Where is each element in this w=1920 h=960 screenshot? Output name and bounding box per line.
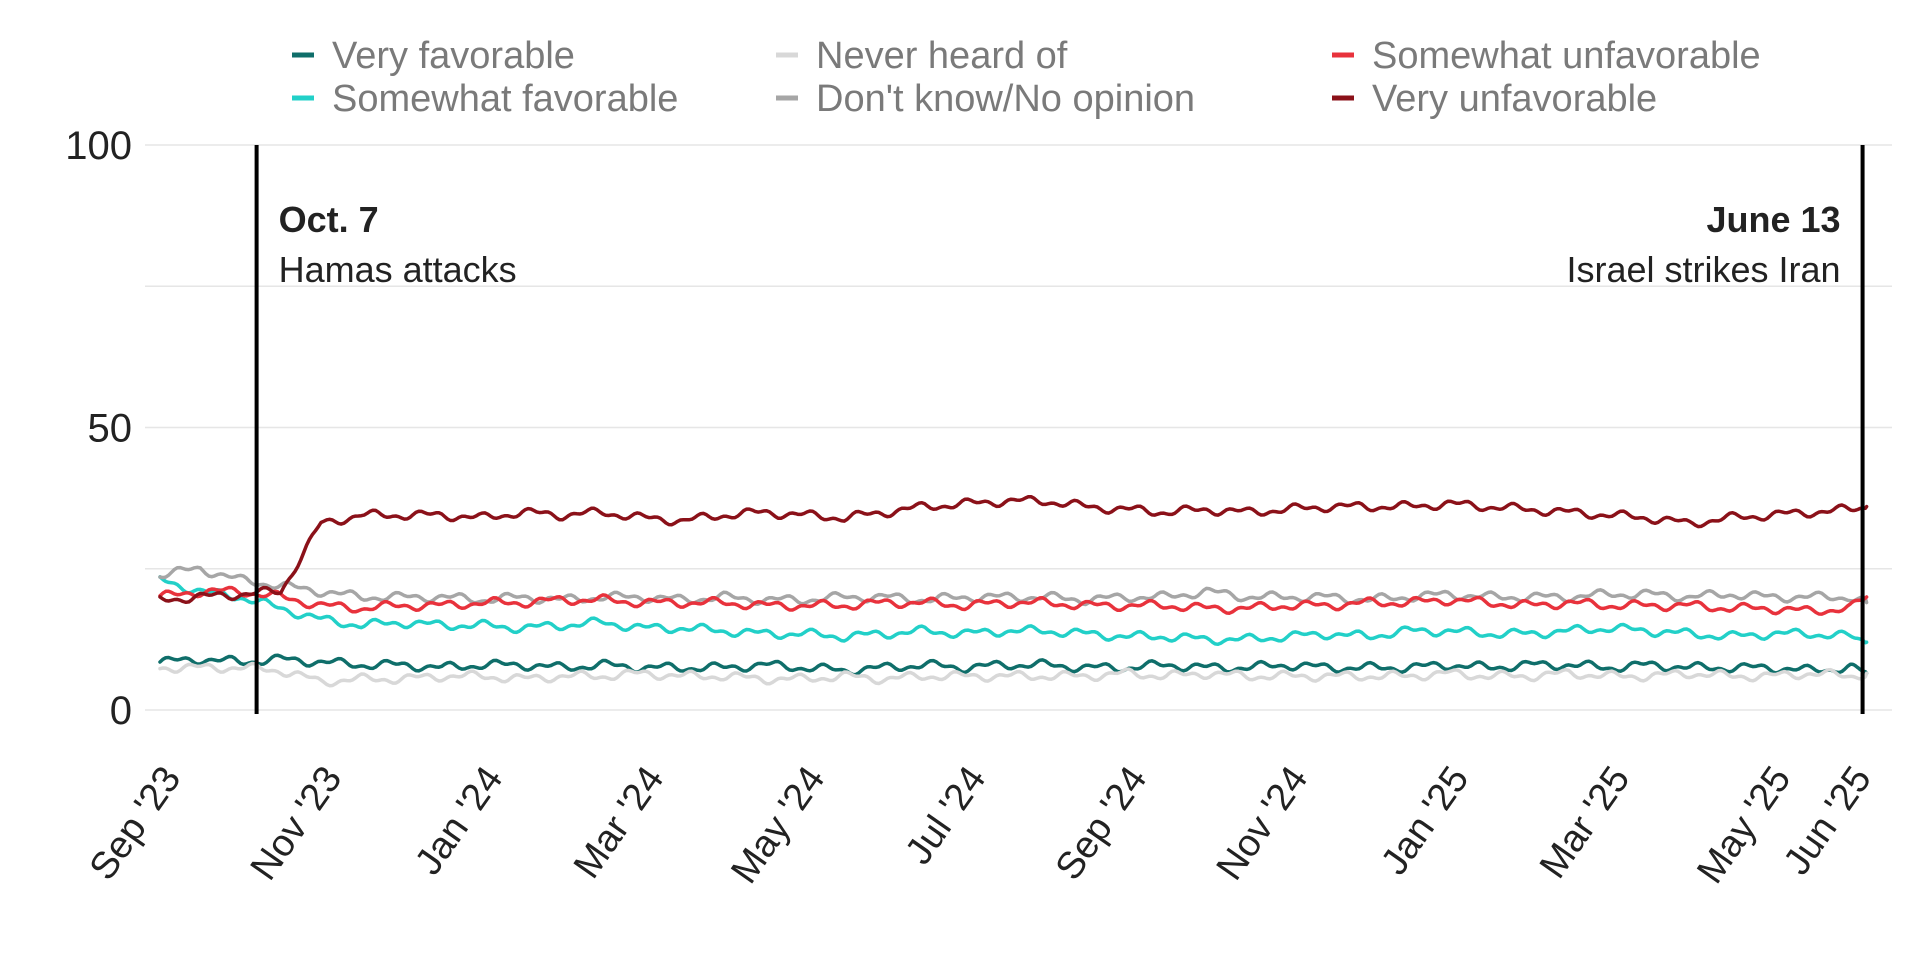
- annotation-subtitle: Israel strikes Iran: [1566, 249, 1840, 290]
- legend-label: Somewhat unfavorable: [1372, 35, 1761, 77]
- annotations: Oct. 7 Hamas attacks June 13 Israel strikes…: [254, 145, 1865, 714]
- x-tick-label: Jun '25: [1776, 759, 1880, 883]
- x-tick-label: May '24: [723, 759, 833, 891]
- x-tick-label: Nov '23: [243, 759, 351, 888]
- x-tick-label: Mar '24: [566, 759, 672, 886]
- x-tick-label: Mar '25: [1532, 759, 1638, 886]
- legend-label: Very unfavorable: [1372, 78, 1657, 120]
- series-line-very-unfavorable: [158, 494, 1869, 605]
- series-line-never-heard-of: [158, 661, 1869, 688]
- y-tick-label: 50: [88, 407, 133, 451]
- series-line-somewhat-unfavorable: [158, 585, 1869, 616]
- x-tick-label: Nov '24: [1209, 759, 1317, 888]
- x-tick-label: Jan '25: [1373, 759, 1477, 883]
- series-line-don-t-know-no-opinion: [158, 565, 1869, 607]
- x-tick-label: Sep '24: [1048, 759, 1156, 888]
- legend-label: Very favorable: [332, 35, 575, 77]
- x-tick-label: May '25: [1689, 759, 1799, 891]
- legend-label: Don't know/No opinion: [816, 78, 1195, 120]
- series-lines: [158, 494, 1869, 688]
- x-axis: Sep '23 Nov '23 Jan '24 Mar '24 May '24 Jul '…: [82, 759, 1880, 891]
- annotation-title: June 13: [1706, 199, 1840, 240]
- annotation-subtitle: Hamas attacks: [279, 249, 517, 290]
- y-tick-label: 100: [65, 124, 132, 168]
- annotation-title: Oct. 7: [279, 199, 379, 240]
- grid-lines: [145, 144, 1892, 711]
- series-line-very-favorable: [158, 653, 1869, 677]
- x-tick-label: Jan '24: [407, 759, 511, 883]
- legend-label: Never heard of: [816, 35, 1068, 77]
- series-line-somewhat-favorable: [158, 575, 1869, 647]
- x-tick-label: Sep '23: [82, 759, 190, 888]
- y-axis: 0 50 100: [65, 124, 132, 733]
- y-tick-label: 0: [110, 689, 132, 733]
- x-tick-label: Jul '24: [898, 759, 995, 872]
- legend-label: Somewhat favorable: [332, 78, 678, 120]
